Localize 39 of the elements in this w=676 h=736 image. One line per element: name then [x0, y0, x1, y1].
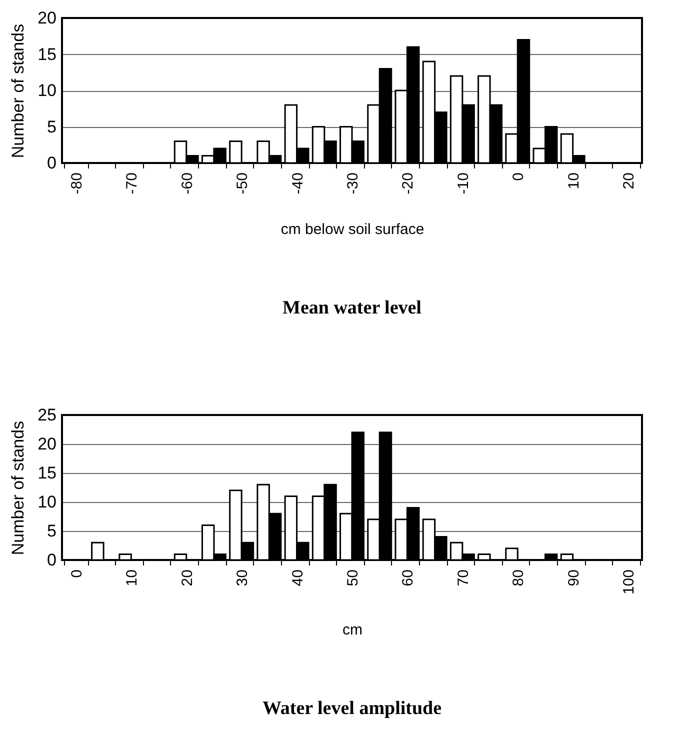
x-tick-label: 100	[620, 570, 638, 595]
x-tick-label: 70	[454, 570, 472, 586]
x-tick-label: -10	[454, 172, 472, 194]
y-axis-title: Number of stands	[8, 24, 28, 158]
x-axis-title: cm	[342, 622, 362, 639]
x-tick-label: 10	[124, 570, 141, 586]
y-tick-label: 15	[38, 44, 56, 64]
x-tick-label: -50	[234, 172, 252, 194]
y-tick-label: 20	[38, 434, 56, 454]
y-tick-label: 20	[38, 8, 56, 28]
x-tick-label: 50	[344, 570, 362, 586]
x-axis-title: cm below soil surface	[280, 221, 424, 238]
x-tick-label: -60	[178, 172, 196, 194]
y-axis-title: Number of stands	[8, 420, 28, 556]
y-tick-label: 15	[38, 464, 56, 482]
y-tick-label: 10	[38, 492, 56, 512]
x-tick-label: 80	[510, 570, 528, 586]
y-tick-label: 5	[47, 522, 56, 540]
y-tick-label: 5	[47, 117, 56, 136]
x-tick-label: -30	[344, 172, 362, 194]
y-tick-label: 25	[38, 406, 56, 424]
x-tick-label: 20	[178, 570, 196, 586]
y-tick-label: 0	[47, 550, 56, 570]
x-tick-label: 30	[234, 570, 252, 586]
x-tick-label: 20	[620, 172, 638, 190]
y-tick-label: 0	[47, 154, 56, 172]
x-tick-label: 40	[289, 570, 306, 586]
x-tick-label: 60	[400, 570, 417, 586]
x-tick-label: 10	[565, 172, 582, 190]
text: Mean water level	[282, 298, 422, 319]
x-tick-label: 0	[68, 570, 86, 578]
x-tick-label: 90	[565, 570, 582, 586]
text: Water level amplitude	[262, 698, 442, 720]
x-tick-label: -70	[124, 172, 141, 194]
y-tick-label: 10	[38, 81, 56, 100]
x-tick-label: -20	[400, 172, 417, 194]
x-tick-label: -80	[68, 172, 86, 194]
x-tick-label: 0	[510, 172, 528, 181]
x-tick-label: -40	[289, 172, 306, 194]
